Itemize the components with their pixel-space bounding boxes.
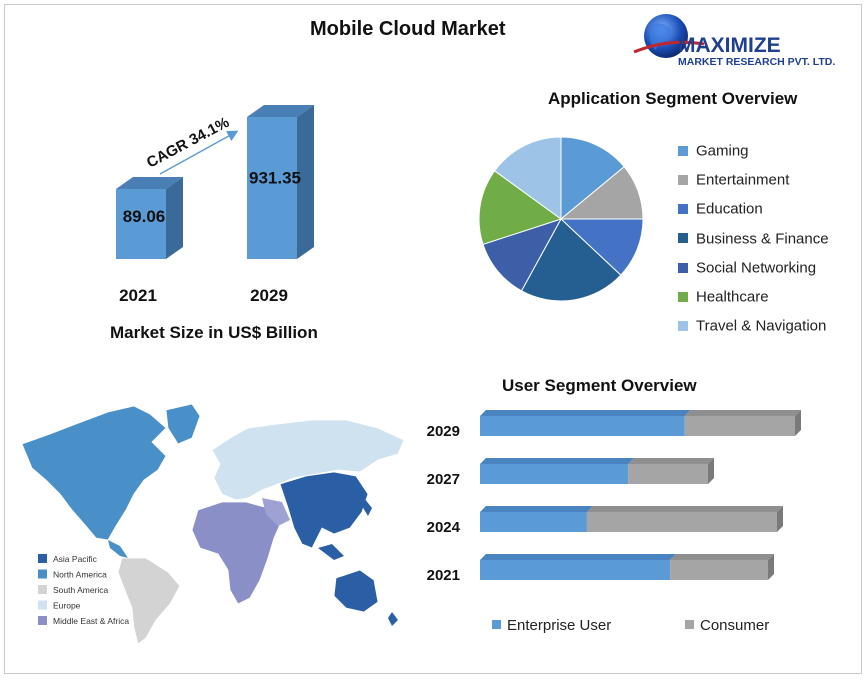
application-title: Application Segment Overview	[548, 89, 798, 108]
map-legend-label: South America	[53, 585, 109, 595]
map-legend-swatch	[38, 569, 47, 579]
user-bar-category-label: 2027	[427, 471, 460, 488]
north-america-region	[21, 405, 167, 541]
legend-swatch	[678, 174, 688, 185]
legend-label: Education	[696, 200, 763, 218]
page-title: Mobile Cloud Market	[310, 18, 506, 40]
legend-item: Travel & Navigation	[678, 317, 826, 335]
user-bar-enterprise-user	[480, 506, 593, 532]
legend-item: Gaming	[678, 142, 749, 160]
legend-label: Gaming	[696, 142, 749, 160]
bar-2029	[247, 105, 314, 259]
legend-swatch	[678, 204, 688, 215]
user-bar-consumer	[586, 506, 783, 532]
user-bar-enterprise-user	[480, 410, 691, 436]
legend-item: Healthcare	[678, 288, 769, 306]
cagr-label: CAGR 34.1%	[144, 114, 232, 172]
user-segment-chart: 2029 2027 2024 2021 Enterprise User Consumer	[427, 410, 801, 634]
legend-swatch	[678, 320, 688, 331]
user-legend-label: Consumer	[700, 617, 769, 634]
market-size-title: Market Size in US$ Billion	[110, 323, 318, 342]
legend-label: Healthcare	[696, 288, 769, 306]
legend-label: Social Networking	[696, 259, 817, 277]
legend-item: Education	[678, 200, 763, 218]
user-bar-category-label: 2029	[427, 423, 460, 440]
pie-slice-travel-navigation	[493, 136, 562, 220]
pie-slice-healthcare	[478, 170, 563, 245]
user-bar-enterprise-user	[480, 554, 677, 580]
south-america-region	[117, 557, 181, 645]
asia-pacific-region	[279, 471, 369, 549]
user-bar-consumer	[670, 554, 774, 580]
bar-2021	[116, 177, 183, 259]
bar-front	[116, 189, 166, 259]
user-bar-category-label: 2021	[427, 567, 460, 584]
map-legend-swatch	[38, 600, 47, 610]
map-legend-swatch	[38, 616, 47, 625]
bar-front	[247, 117, 297, 259]
legend-item: Entertainment	[678, 171, 789, 189]
user-bar-side	[708, 458, 714, 484]
middle-east-africa-region	[191, 501, 283, 605]
user-legend-swatch	[685, 620, 694, 629]
user-bar-consumer	[628, 458, 714, 484]
bar-category-label: 2021	[119, 286, 157, 305]
user-bar-consumer	[684, 410, 801, 436]
logo-name: MAXIMIZE	[678, 34, 781, 57]
bar-value-label: 931.35	[249, 169, 301, 188]
cagr-arrow	[159, 130, 239, 175]
legend-swatch	[678, 233, 688, 244]
legend-item: Social Networking	[678, 259, 816, 277]
bar-value-label: 89.06	[123, 207, 166, 226]
map-legend-swatch	[38, 554, 47, 563]
legend-swatch	[678, 262, 688, 273]
map-legend-label: Middle East & Africa	[53, 616, 129, 626]
legend-item: Business & Finance	[678, 230, 829, 248]
world-map: Asia Pacific North America South America Eu…	[21, 403, 405, 645]
pie-slice-business-finance	[520, 218, 622, 302]
map-legend-label: North America	[53, 570, 107, 580]
australia-region	[333, 569, 379, 613]
application-pie-chart	[478, 136, 644, 302]
company-logo: MAXIMIZE MARKET RESEARCH PVT. LTD.	[633, 14, 835, 68]
infographic-frame	[4, 4, 862, 674]
bar-category-label: 2029	[250, 286, 288, 305]
legend-swatch	[678, 145, 688, 156]
legend-label: Business & Finance	[696, 229, 829, 247]
user-legend-label: Enterprise User	[507, 617, 611, 634]
greenland-region	[165, 403, 201, 445]
map-legend-label: Asia Pacific	[53, 554, 98, 564]
pie-slice-education	[559, 218, 644, 276]
europe-region	[211, 419, 405, 501]
map-legend-swatch	[38, 585, 47, 594]
map-legend-label: Europe	[53, 601, 81, 611]
user-bar-side	[795, 410, 801, 436]
legend-label: Entertainment	[696, 171, 790, 189]
user-legend-swatch	[492, 620, 501, 629]
legend-label: Travel & Navigation	[696, 317, 827, 335]
logo-tagline: MARKET RESEARCH PVT. LTD.	[678, 56, 835, 68]
legend-swatch	[678, 291, 688, 302]
user-title: User Segment Overview	[502, 376, 697, 395]
user-bar-side	[777, 506, 783, 532]
user-bar-side	[768, 554, 774, 580]
user-bar-category-label: 2024	[427, 519, 461, 536]
user-bar-enterprise-user	[480, 458, 635, 484]
pie-slice-social-networking	[482, 218, 563, 292]
pie-slice-gaming	[560, 136, 625, 221]
